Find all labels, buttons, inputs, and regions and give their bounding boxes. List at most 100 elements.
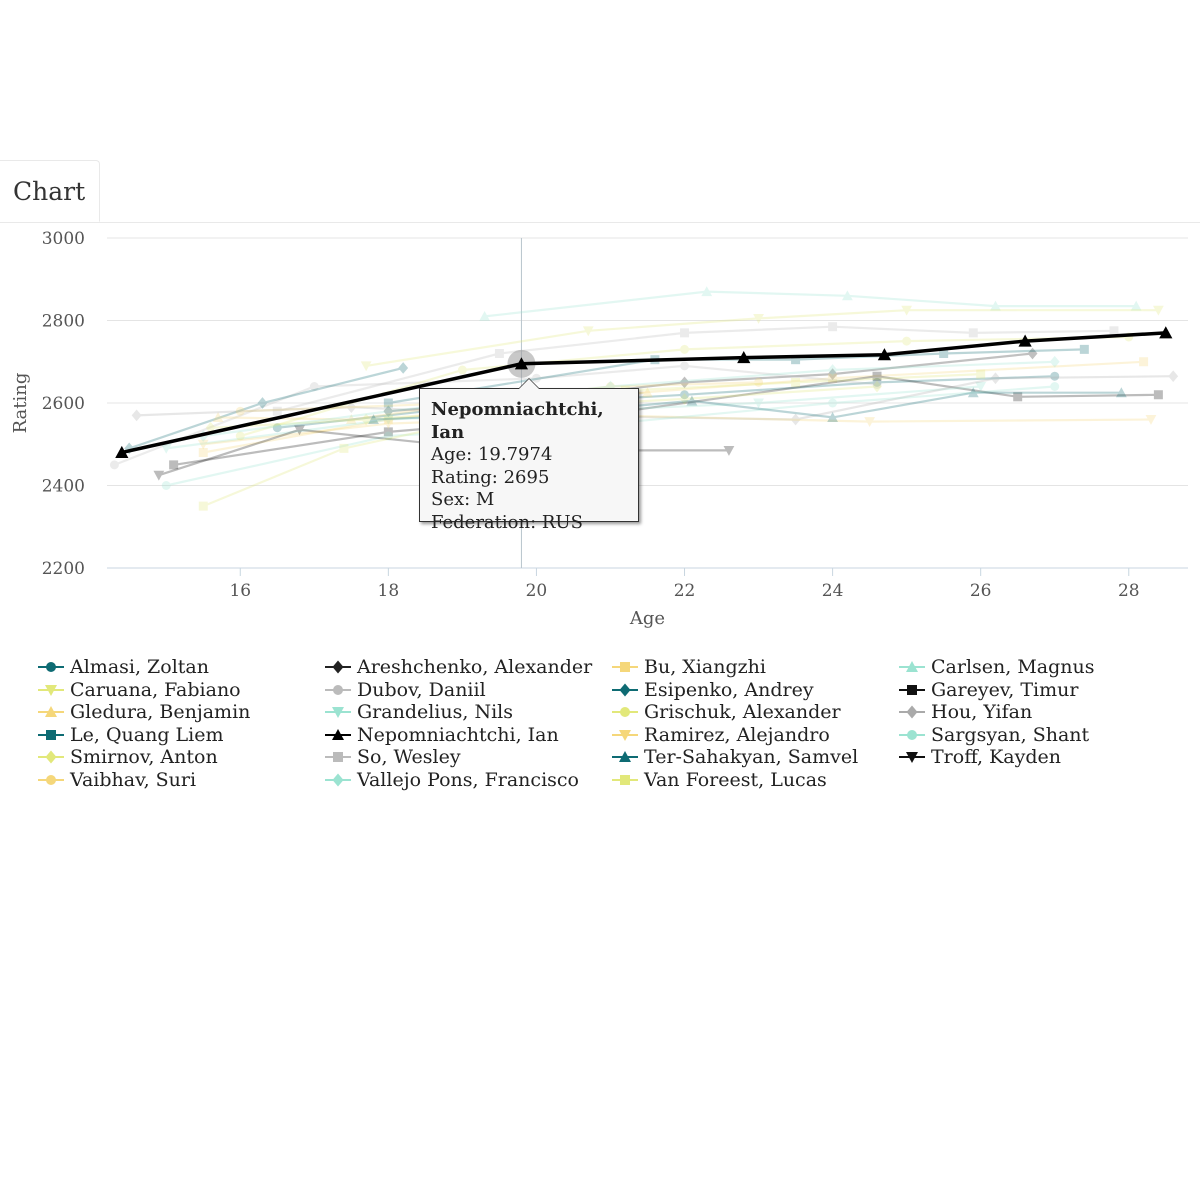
data-point[interactable]	[1049, 355, 1060, 368]
data-point[interactable]	[345, 414, 357, 424]
data-point[interactable]	[198, 448, 208, 457]
data-point[interactable]	[901, 305, 913, 316]
data-point[interactable]	[494, 349, 504, 358]
data-point[interactable]	[272, 406, 282, 416]
data-point[interactable]	[398, 362, 409, 374]
data-point[interactable]	[109, 460, 119, 470]
data-point[interactable]	[679, 393, 690, 405]
data-point[interactable]	[680, 390, 690, 400]
data-point[interactable]	[382, 419, 394, 430]
tab-chart[interactable]: Chart	[0, 160, 100, 222]
data-point[interactable]	[872, 379, 882, 389]
data-point[interactable]	[1130, 300, 1142, 311]
data-point[interactable]	[153, 470, 165, 481]
data-point[interactable]	[642, 387, 653, 398]
data-point[interactable]	[877, 348, 892, 361]
data-point[interactable]	[967, 387, 979, 398]
data-point[interactable]	[790, 413, 801, 426]
data-point[interactable]	[1109, 326, 1119, 336]
data-point[interactable]	[235, 431, 245, 441]
data-point[interactable]	[131, 409, 142, 422]
series-carlsen-magnus[interactable]	[479, 286, 1142, 321]
data-point[interactable]	[1152, 305, 1164, 316]
data-point[interactable]	[368, 414, 379, 424]
data-point[interactable]	[1145, 415, 1157, 425]
data-point[interactable]	[737, 351, 751, 364]
data-point[interactable]	[679, 376, 690, 389]
data-point[interactable]	[1159, 326, 1173, 339]
data-point[interactable]	[827, 364, 838, 376]
data-point[interactable]	[1115, 387, 1127, 398]
data-point[interactable]	[680, 344, 690, 354]
data-point[interactable]	[701, 286, 713, 297]
series-nepomniachtchi-ian[interactable]	[115, 326, 1173, 458]
data-point[interactable]	[976, 369, 986, 379]
data-point[interactable]	[686, 395, 698, 406]
data-point[interactable]	[169, 460, 179, 470]
data-point[interactable]	[309, 382, 319, 391]
data-point[interactable]	[1079, 344, 1089, 354]
data-point[interactable]	[383, 415, 393, 424]
data-point[interactable]	[514, 357, 529, 370]
data-point[interactable]	[1153, 390, 1163, 400]
data-point[interactable]	[346, 401, 357, 413]
data-point[interactable]	[872, 371, 882, 381]
data-point[interactable]	[235, 406, 245, 416]
data-point[interactable]	[582, 326, 594, 337]
data-point[interactable]	[294, 425, 305, 436]
data-point[interactable]	[1050, 382, 1060, 391]
data-point[interactable]	[990, 300, 1001, 311]
data-point[interactable]	[1139, 357, 1149, 367]
data-point[interactable]	[680, 328, 690, 338]
data-point[interactable]	[864, 417, 876, 427]
data-point[interactable]	[339, 443, 349, 453]
data-point[interactable]	[198, 501, 208, 511]
data-point[interactable]	[753, 313, 764, 324]
data-point[interactable]	[197, 439, 209, 450]
data-point[interactable]	[754, 377, 764, 387]
data-point[interactable]	[383, 405, 394, 418]
data-point[interactable]	[383, 431, 393, 441]
data-point[interactable]	[723, 445, 735, 456]
series-caruana-fabiano[interactable]	[360, 305, 1164, 372]
data-point[interactable]	[791, 355, 801, 365]
data-point[interactable]	[383, 398, 393, 408]
data-point[interactable]	[360, 361, 372, 372]
data-point[interactable]	[1018, 334, 1032, 347]
data-point[interactable]	[383, 405, 394, 418]
data-point[interactable]	[257, 397, 268, 409]
data-point[interactable]	[968, 328, 978, 338]
data-point[interactable]	[842, 290, 853, 301]
data-point[interactable]	[1168, 370, 1179, 383]
data-point[interactable]	[939, 349, 949, 358]
data-point[interactable]	[872, 377, 882, 387]
data-point[interactable]	[828, 373, 838, 383]
data-point[interactable]	[212, 412, 224, 422]
data-point[interactable]	[272, 423, 282, 433]
data-point[interactable]	[160, 443, 172, 454]
data-point[interactable]	[975, 382, 987, 392]
data-point[interactable]	[115, 445, 129, 458]
data-point[interactable]	[161, 481, 171, 490]
data-point[interactable]	[827, 412, 839, 422]
data-point[interactable]	[382, 415, 394, 425]
data-point[interactable]	[1027, 347, 1038, 360]
data-point[interactable]	[1013, 392, 1023, 402]
data-point[interactable]	[827, 368, 838, 380]
data-point[interactable]	[753, 398, 764, 409]
data-point[interactable]	[361, 413, 372, 426]
data-point[interactable]	[680, 361, 690, 371]
series-so-wesley[interactable]	[272, 322, 1119, 416]
data-point[interactable]	[872, 380, 882, 393]
data-point[interactable]	[902, 336, 912, 346]
data-point[interactable]	[205, 421, 216, 434]
data-point[interactable]	[791, 377, 801, 387]
data-point[interactable]	[990, 372, 1001, 385]
data-point[interactable]	[457, 365, 467, 375]
data-point[interactable]	[828, 398, 838, 408]
data-point[interactable]	[828, 322, 838, 332]
data-point[interactable]	[479, 310, 491, 321]
data-point[interactable]	[1050, 371, 1060, 381]
data-point[interactable]	[383, 427, 393, 437]
series-esipenko-andrey[interactable]	[124, 362, 409, 455]
